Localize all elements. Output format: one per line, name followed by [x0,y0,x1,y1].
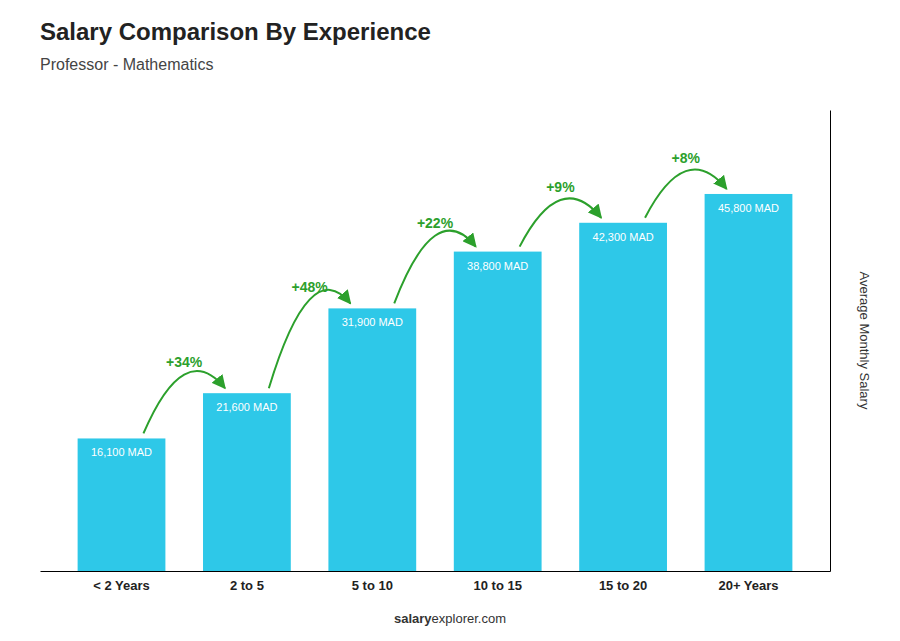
bar [705,194,793,571]
data-label: 21,600 MAD [216,401,277,413]
change-annotations: +34% +48% +22% +9% +8% [143,150,726,433]
footer-part: explorer [432,611,480,626]
x-tick-label: 15 to 20 [599,578,647,593]
change-arrow [645,170,727,218]
y-axis-title: Average Monthly Salary [857,272,872,410]
chart: Salary Comparison By Experience Professor… [0,0,900,641]
change-arrow [269,290,351,388]
data-label: 38,800 MAD [467,260,528,272]
data-label: 45,800 MAD [718,202,779,214]
x-tick-label: 5 to 10 [352,578,393,593]
bar [78,438,166,571]
plot: < 2 Years 2 to 5 5 to 10 10 to 15 15 to 20 20… [41,111,873,594]
change-arrow [394,231,476,304]
bars [78,194,793,571]
bar [203,393,291,571]
x-tick-label: < 2 Years [93,578,150,593]
bar [328,308,416,571]
data-label: 16,100 MAD [91,446,152,458]
title: Salary Comparison By Experience [40,18,431,45]
footer-part: .com [478,611,506,626]
data-label: 31,900 MAD [342,316,403,328]
bar [454,252,542,571]
x-tick: 10 to 15 [473,571,521,593]
change-label: +8% [672,150,701,166]
change-arrow [143,371,225,433]
x-tick-label: 10 to 15 [473,578,521,593]
y-axis-line [830,111,831,572]
x-tick-label: 20+ Years [718,578,778,593]
x-tick: 2 to 5 [230,571,264,593]
change-label: +48% [292,279,329,295]
change-label: +9% [546,179,575,195]
subtitle: Professor - Mathematics [40,56,213,73]
x-tick: 15 to 20 [599,571,647,593]
footer: salaryexplorer.com [394,611,506,626]
x-tick: < 2 Years [93,571,150,593]
change-arrow [520,198,602,246]
x-tick: 5 to 10 [352,571,393,593]
x-axis: < 2 Years 2 to 5 5 to 10 10 to 15 15 to 20 20… [41,571,831,593]
data-labels: 16,100 MAD 21,600 MAD 31,900 MAD 38,800 MAD… [91,202,779,458]
change-label: +22% [417,215,454,231]
footer-part: salary [394,611,432,626]
bar [579,223,667,571]
data-label: 42,300 MAD [593,231,654,243]
change-label: +34% [166,354,203,370]
x-tick: 20+ Years [718,571,778,593]
x-tick-label: 2 to 5 [230,578,264,593]
y-axis [830,111,831,572]
x-axis-line [41,571,831,572]
